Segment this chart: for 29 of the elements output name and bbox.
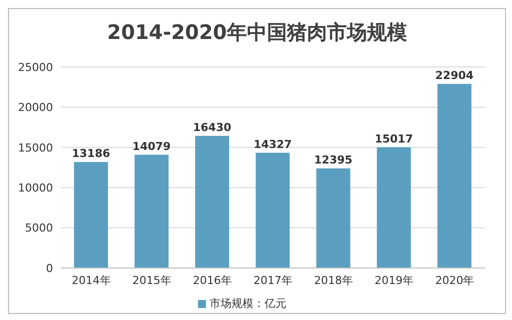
data-label: 15017 (374, 132, 413, 146)
data-label: 16430 (193, 120, 232, 134)
y-tick-label: 0 (46, 262, 53, 275)
y-tick-label: 5000 (25, 222, 53, 235)
data-label: 14327 (254, 138, 292, 151)
y-tick-label: 15000 (18, 141, 53, 154)
x-tick-label: 2014年 (72, 274, 111, 287)
x-tick-label: 2017年 (254, 274, 292, 287)
legend-label: 市场规模：亿元 (210, 297, 286, 310)
bar (376, 147, 411, 268)
x-tick-label: 2016年 (192, 274, 232, 287)
bar (316, 168, 350, 268)
x-tick-label: 2015年 (132, 274, 172, 287)
x-tick-label: 2019年 (374, 274, 414, 287)
bar (437, 84, 472, 268)
bar (256, 152, 290, 268)
data-label: 22904 (435, 68, 474, 82)
y-tick-label: 20000 (18, 101, 53, 114)
chart-title: 2014-2020年中国猪肉市场规模 (106, 19, 408, 46)
x-tick-label: 2018年 (314, 274, 354, 287)
y-tick-label: 10000 (18, 182, 53, 195)
y-tick-label: 25000 (18, 60, 53, 74)
data-label: 12395 (314, 153, 352, 166)
data-label: 14079 (132, 140, 171, 153)
x-tick-label: 2020年 (435, 274, 474, 287)
data-label: 13186 (72, 146, 110, 160)
bar (195, 136, 230, 268)
bar (74, 162, 108, 268)
bar (134, 154, 169, 268)
